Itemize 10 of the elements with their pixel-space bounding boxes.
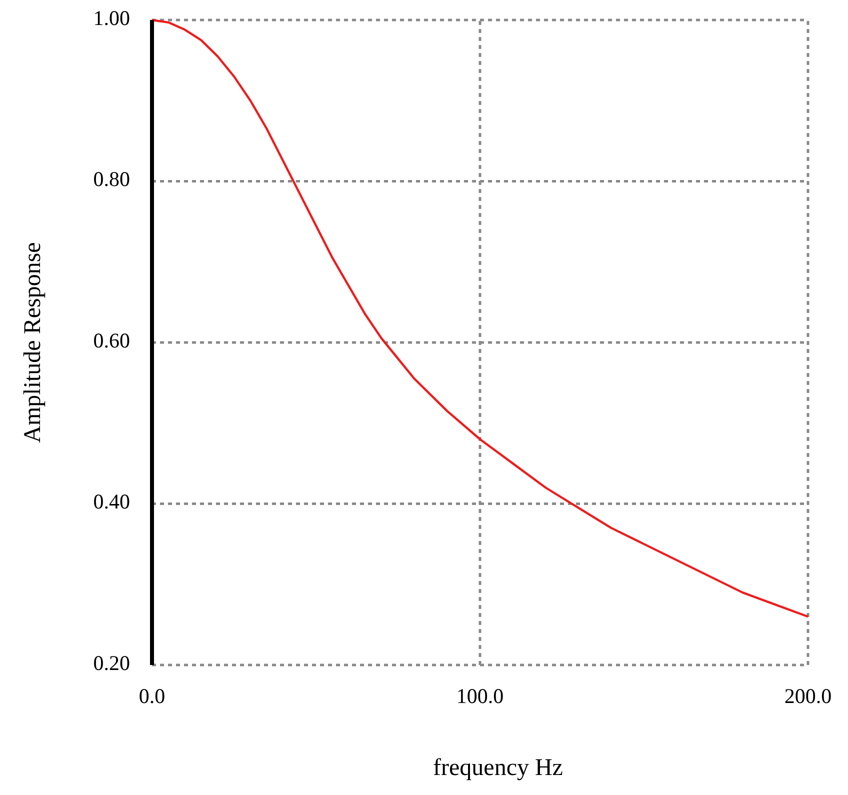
y-tick-label: 0.60: [93, 328, 130, 352]
y-tick-label: 0.80: [93, 167, 130, 192]
x-tick-label: 0.0: [138, 684, 166, 708]
x-axis-title: frequency Hz: [433, 755, 563, 781]
x-tick-label: 200.0: [784, 684, 832, 708]
y-tick-label: 0.20: [93, 650, 130, 675]
y-tick-label: 0.40: [93, 490, 130, 514]
y-axis-title: Amplitude Response: [20, 242, 46, 443]
x-tick-label: 100.0: [456, 684, 504, 708]
y-tick-label: 1.00: [93, 6, 130, 30]
